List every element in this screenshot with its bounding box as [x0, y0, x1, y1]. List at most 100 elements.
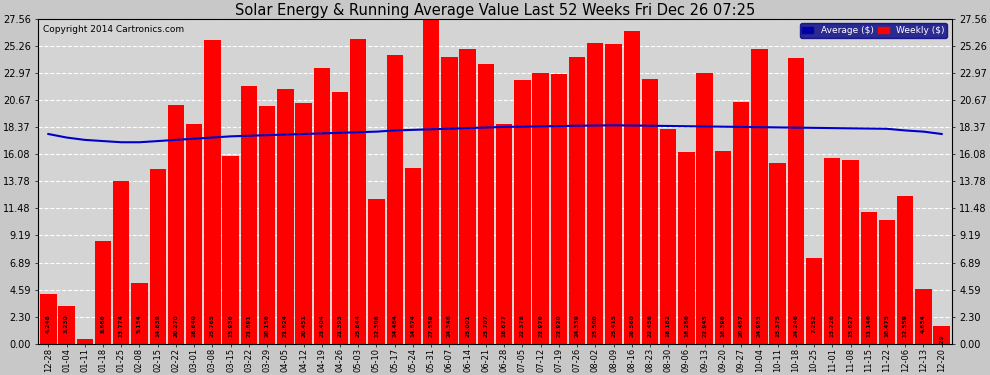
Bar: [879, 220, 895, 344]
Text: 15.936: 15.936: [228, 314, 233, 337]
Bar: [241, 86, 257, 344]
Text: 21.891: 21.891: [247, 314, 251, 337]
Bar: [386, 55, 403, 344]
Bar: [259, 106, 275, 344]
Bar: [350, 39, 366, 344]
Bar: [642, 79, 658, 344]
Text: 24.484: 24.484: [392, 314, 397, 337]
Text: 14.874: 14.874: [411, 314, 416, 337]
Bar: [769, 163, 786, 344]
Text: 20.156: 20.156: [264, 314, 269, 337]
Text: 8.686: 8.686: [101, 314, 106, 333]
Text: 25.844: 25.844: [355, 314, 360, 337]
Bar: [624, 31, 640, 344]
Bar: [605, 44, 622, 344]
Text: Copyright 2014 Cartronics.com: Copyright 2014 Cartronics.com: [43, 26, 184, 34]
Bar: [715, 150, 731, 344]
Text: 24.246: 24.246: [793, 314, 798, 337]
Text: 10.475: 10.475: [884, 314, 889, 337]
Bar: [186, 124, 202, 344]
Text: 13.774: 13.774: [119, 314, 124, 337]
Text: 25.415: 25.415: [611, 314, 616, 337]
Bar: [751, 50, 767, 344]
Text: 22.945: 22.945: [702, 314, 707, 337]
Bar: [204, 40, 221, 344]
Bar: [533, 73, 548, 344]
Bar: [332, 92, 348, 344]
Text: 21.624: 21.624: [283, 314, 288, 337]
Bar: [41, 294, 56, 344]
Text: 12.559: 12.559: [903, 314, 908, 337]
Text: 16.396: 16.396: [721, 314, 726, 337]
Text: 11.146: 11.146: [866, 314, 871, 337]
Bar: [459, 49, 476, 344]
Text: 1.529: 1.529: [940, 335, 944, 353]
Text: 21.393: 21.393: [338, 314, 343, 337]
Bar: [788, 58, 804, 344]
Text: 23.404: 23.404: [320, 314, 325, 337]
Bar: [842, 160, 858, 344]
Text: 22.976: 22.976: [539, 314, 544, 337]
Bar: [733, 102, 749, 344]
Text: 12.306: 12.306: [374, 314, 379, 337]
Bar: [660, 129, 676, 344]
Title: Solar Energy & Running Average Value Last 52 Weeks Fri Dec 26 07:25: Solar Energy & Running Average Value Las…: [235, 3, 755, 18]
Bar: [368, 199, 385, 344]
Text: 22.456: 22.456: [647, 314, 652, 337]
Bar: [277, 89, 294, 344]
Bar: [295, 103, 312, 344]
Bar: [113, 182, 130, 344]
Bar: [423, 19, 440, 344]
Bar: [496, 124, 512, 344]
Bar: [696, 74, 713, 344]
Bar: [405, 168, 421, 344]
Text: 16.286: 16.286: [684, 314, 689, 337]
Bar: [314, 68, 330, 344]
Bar: [223, 156, 239, 344]
Text: 24.339: 24.339: [574, 314, 579, 337]
Text: 15.726: 15.726: [830, 314, 835, 337]
Bar: [587, 43, 604, 344]
Text: 22.378: 22.378: [520, 314, 525, 337]
Bar: [149, 169, 166, 344]
Bar: [569, 57, 585, 344]
Text: 4.634: 4.634: [921, 314, 926, 333]
Text: 5.134: 5.134: [137, 314, 142, 333]
Bar: [860, 212, 877, 344]
Text: 20.487: 20.487: [739, 314, 743, 337]
Text: 23.707: 23.707: [483, 314, 488, 337]
Bar: [167, 105, 184, 344]
Text: 27.559: 27.559: [429, 314, 434, 337]
Text: 22.920: 22.920: [556, 314, 561, 337]
Bar: [824, 158, 841, 344]
Bar: [678, 152, 695, 344]
Bar: [76, 339, 93, 344]
Text: 0.392: 0.392: [82, 342, 87, 360]
Bar: [58, 306, 75, 344]
Bar: [442, 57, 457, 344]
Text: 24.983: 24.983: [757, 314, 762, 337]
Text: 15.627: 15.627: [848, 314, 853, 337]
Legend: Average ($), Weekly ($): Average ($), Weekly ($): [800, 24, 947, 38]
Text: 25.001: 25.001: [465, 314, 470, 337]
Bar: [95, 242, 111, 344]
Bar: [915, 289, 932, 344]
Text: 18.182: 18.182: [665, 314, 670, 337]
Bar: [478, 64, 494, 344]
Text: 3.230: 3.230: [64, 314, 69, 333]
Bar: [514, 80, 531, 344]
Text: 18.640: 18.640: [192, 314, 197, 337]
Text: 25.765: 25.765: [210, 314, 215, 337]
Text: 26.560: 26.560: [630, 314, 635, 337]
Text: 15.375: 15.375: [775, 314, 780, 337]
Bar: [132, 283, 148, 344]
Text: 7.252: 7.252: [812, 314, 817, 333]
Text: 14.839: 14.839: [155, 314, 160, 337]
Text: 20.451: 20.451: [301, 314, 306, 337]
Bar: [897, 196, 914, 344]
Bar: [806, 258, 823, 344]
Text: 24.346: 24.346: [446, 314, 451, 337]
Bar: [550, 74, 567, 344]
Text: 4.248: 4.248: [46, 314, 50, 333]
Bar: [934, 326, 949, 344]
